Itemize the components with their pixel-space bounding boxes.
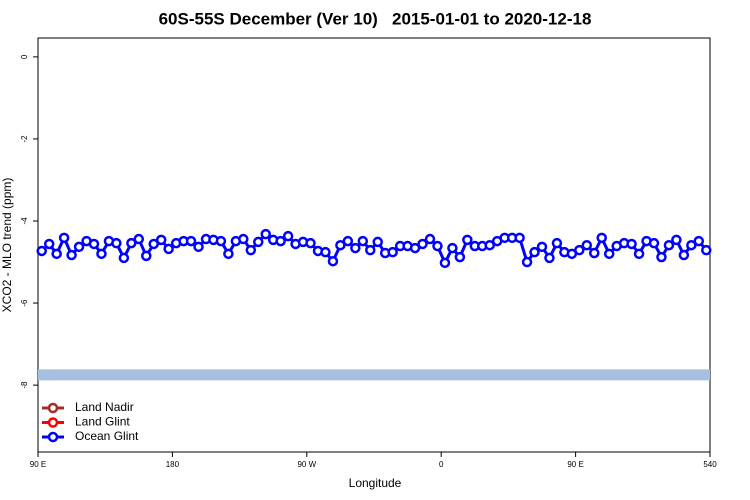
legend-swatch-point (47, 417, 59, 428)
data-point (551, 237, 563, 249)
data-point (320, 246, 331, 258)
data-point (357, 235, 369, 247)
data-point (155, 234, 167, 246)
data-point (365, 244, 376, 256)
data-point (350, 242, 361, 254)
data-point (163, 243, 174, 255)
data-point (514, 232, 525, 244)
data-point (335, 239, 346, 251)
legend-label: Land Glint (75, 415, 130, 429)
data-point (260, 228, 271, 240)
data-point (671, 234, 682, 246)
data-point (589, 247, 600, 259)
data-point (536, 241, 548, 253)
data-point (111, 237, 122, 249)
data-point (141, 250, 152, 262)
data-point (96, 248, 107, 260)
data-point (409, 242, 421, 254)
data-point (245, 244, 257, 256)
data-point (701, 244, 712, 256)
x-tick-label: 0 (439, 460, 444, 469)
y-tick-label: 0 (20, 54, 29, 59)
data-point (282, 230, 294, 242)
data-point (424, 233, 436, 245)
legend-swatch-point (47, 402, 59, 414)
data-point (36, 245, 47, 257)
data-point (126, 237, 137, 249)
y-axis-label: XCO2 - MLO trend (ppm) (0, 178, 14, 313)
x-tick-label: 540 (703, 460, 717, 469)
data-point (66, 249, 77, 261)
data-point (596, 232, 607, 244)
data-point (253, 236, 264, 248)
chart-title: 60S-55S December (Ver 10) 2015-01-01 to … (159, 9, 592, 28)
data-point (686, 239, 697, 251)
data-point (133, 233, 145, 245)
x-axis-label: Longitude (349, 476, 402, 490)
legend-label: Land Nadir (75, 400, 134, 414)
x-tick-label: 90 E (567, 460, 583, 469)
data-point (193, 241, 204, 253)
data-point (43, 238, 55, 250)
data-point (633, 248, 645, 260)
data-point (454, 251, 466, 263)
y-tick-label: -6 (20, 299, 29, 307)
data-point (148, 238, 159, 250)
data-point (439, 257, 451, 269)
data-point (118, 252, 130, 264)
legend-label: Ocean Glint (75, 429, 139, 443)
data-point (73, 241, 85, 253)
data-point (372, 236, 383, 248)
data-point (387, 246, 398, 258)
data-point (238, 233, 249, 245)
y-tick-label: -8 (20, 381, 29, 389)
data-point (215, 235, 227, 247)
data-point (185, 235, 197, 247)
data-point (51, 248, 62, 260)
data-point (417, 238, 428, 250)
data-point (275, 235, 286, 247)
data-point (521, 256, 533, 268)
data-point (656, 251, 667, 263)
data-point (484, 239, 495, 251)
y-tick-label: -2 (20, 135, 29, 143)
data-point (581, 239, 593, 251)
data-point (462, 234, 473, 246)
data-point (447, 242, 458, 254)
data-point (603, 248, 615, 260)
data-point (305, 237, 316, 249)
data-point (663, 239, 675, 251)
x-tick-label: 180 (166, 460, 180, 469)
legend-swatch-point (47, 431, 59, 443)
data-point (327, 255, 339, 267)
data-point (544, 252, 555, 264)
data-point (574, 244, 585, 256)
data-point (678, 249, 690, 261)
y-tick-label: -4 (20, 217, 29, 225)
data-point (693, 235, 705, 247)
x-tick-label: 90 W (297, 460, 316, 469)
data-point (88, 238, 100, 250)
plot-frame (37, 37, 711, 453)
x-tick-label: 90 E (30, 460, 46, 469)
data-point (223, 248, 234, 260)
data-point (432, 240, 443, 252)
data-point (342, 235, 354, 247)
data-point (529, 246, 540, 258)
data-point (626, 238, 637, 250)
data-point (58, 232, 70, 244)
data-point (648, 237, 660, 249)
